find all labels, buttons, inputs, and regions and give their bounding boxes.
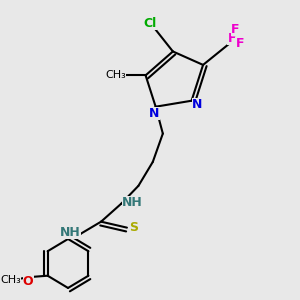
Text: F: F <box>236 37 244 50</box>
Text: O: O <box>23 275 33 288</box>
Text: CH₃: CH₃ <box>1 275 21 285</box>
Text: N: N <box>149 107 159 120</box>
Text: N: N <box>192 98 202 111</box>
Text: Cl: Cl <box>143 16 157 30</box>
Text: NH: NH <box>60 226 80 238</box>
Text: F: F <box>231 23 239 36</box>
Text: S: S <box>129 221 138 234</box>
Text: CH₃: CH₃ <box>105 70 126 80</box>
Text: NH: NH <box>122 196 142 209</box>
Text: F: F <box>227 32 236 45</box>
